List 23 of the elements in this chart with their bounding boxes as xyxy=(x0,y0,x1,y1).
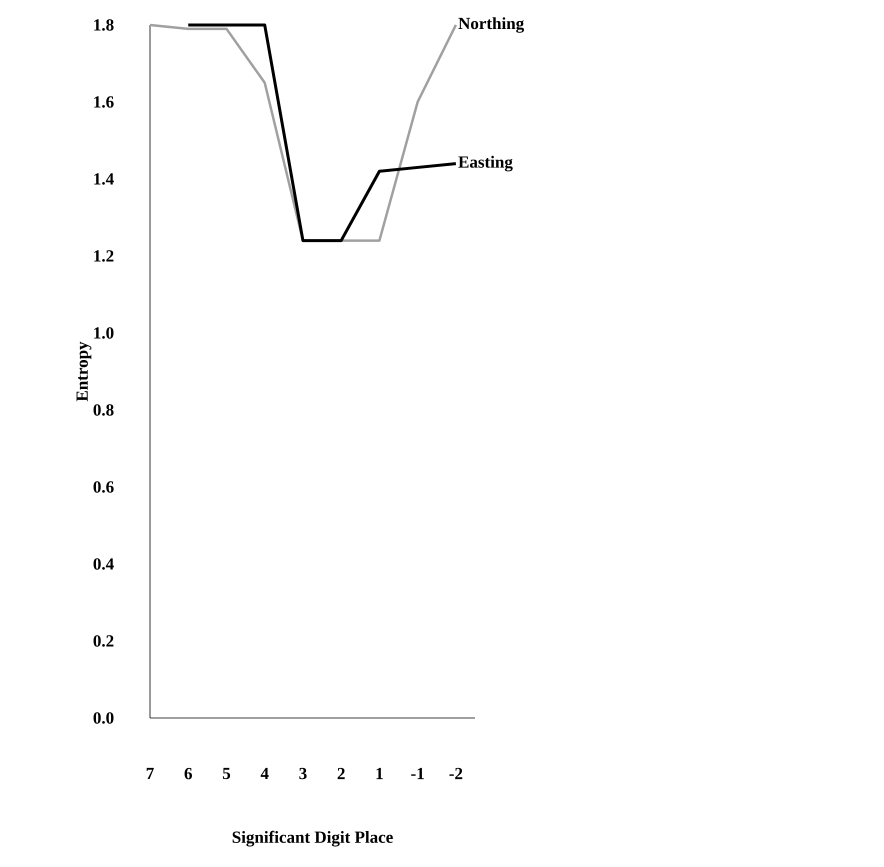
y-tick-label: 0.0 xyxy=(94,712,114,724)
x-tick-label: 1 xyxy=(376,768,383,780)
x-tick-label: 4 xyxy=(260,768,269,780)
series-label: Northing xyxy=(458,17,524,33)
y-tick-label: 1.4 xyxy=(94,173,114,185)
x-tick-label: -2 xyxy=(449,768,462,780)
series-label: Easting xyxy=(458,156,513,172)
y-tick-label: 1.6 xyxy=(94,96,114,108)
x-tick-label: 7 xyxy=(146,768,154,779)
y-tick-label: 0.4 xyxy=(94,558,114,570)
x-axis-title: Significant Digit Place xyxy=(232,830,393,847)
y-tick-label: 0.6 xyxy=(94,481,114,493)
y-axis-title: Entropy xyxy=(76,342,92,402)
x-tick-label: 5 xyxy=(222,768,230,780)
x-tick-label: 3 xyxy=(299,768,307,780)
x-tick-label: 6 xyxy=(184,768,192,780)
y-tick-label: 1.0 xyxy=(94,327,114,339)
y-tick-label: 1.8 xyxy=(94,19,114,31)
y-tick-label: 0.8 xyxy=(94,404,114,416)
x-tick-label: 2 xyxy=(338,768,345,780)
x-tick-label: -1 xyxy=(411,768,424,780)
y-tick-label: 0.2 xyxy=(94,635,114,647)
y-tick-label: 1.2 xyxy=(94,250,114,262)
